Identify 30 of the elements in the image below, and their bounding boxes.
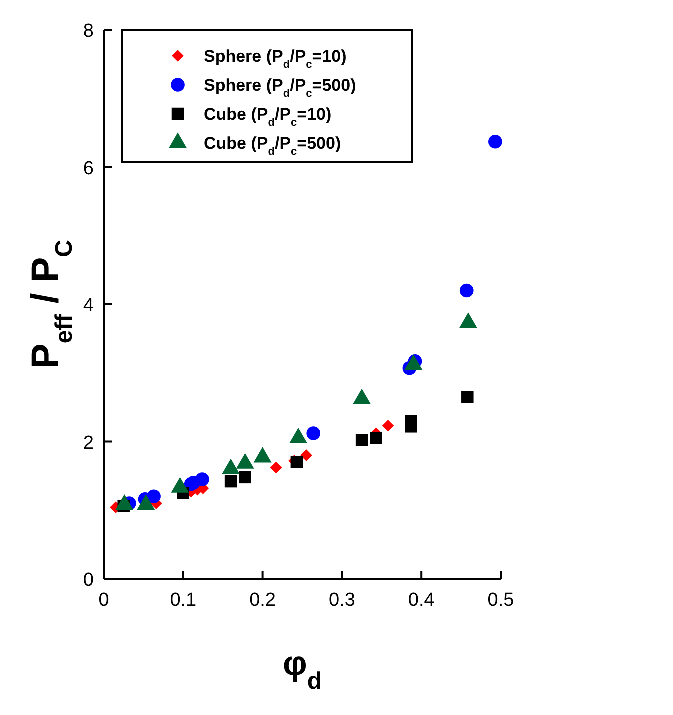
x-tick-label: 0.1 bbox=[170, 590, 197, 611]
x-tick-label: 0 bbox=[98, 590, 110, 611]
point bbox=[356, 434, 368, 446]
point bbox=[460, 284, 474, 298]
point bbox=[488, 134, 502, 149]
x-tick-label: 0.3 bbox=[328, 590, 356, 611]
point bbox=[147, 490, 161, 504]
point bbox=[196, 472, 210, 486]
point bbox=[270, 462, 282, 474]
legend-label: Cube (P$_{d}$/P$_{c}$=10) bbox=[204, 105, 332, 129]
point bbox=[405, 415, 418, 428]
y-tick-label: 8 bbox=[83, 21, 94, 42]
point bbox=[224, 475, 238, 488]
point bbox=[306, 426, 321, 440]
y-tick-label: 6 bbox=[83, 158, 94, 180]
y-tick-label: 2 bbox=[83, 432, 94, 454]
legend-label: Sphere (P$_{d}$/P$_{c}$=10) bbox=[204, 47, 347, 71]
point bbox=[370, 432, 382, 444]
x-tick-label: 0.5 bbox=[488, 590, 514, 611]
point bbox=[462, 391, 474, 404]
point bbox=[382, 420, 394, 432]
y-tick-label: 4 bbox=[83, 296, 94, 316]
point bbox=[300, 450, 312, 462]
legend-label: Sphere (P$_{d}$/P$_{c}$=500) bbox=[204, 76, 356, 100]
legend-label: Cube (P$_{d}$/P$_{c}$=500) bbox=[204, 134, 342, 158]
x-tick-label: 0.4 bbox=[408, 590, 436, 611]
y-tick-label: 0 bbox=[83, 570, 94, 591]
point bbox=[239, 471, 252, 484]
x-axis-title: φ$_{d}$ bbox=[283, 645, 322, 694]
x-tick-label: 0.2 bbox=[250, 590, 276, 611]
